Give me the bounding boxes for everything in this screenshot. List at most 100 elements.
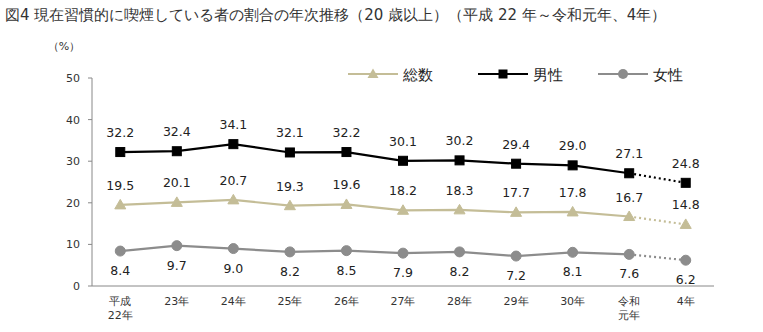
- data-label: 20.1: [163, 175, 191, 190]
- marker: [115, 246, 125, 256]
- line: [120, 200, 629, 217]
- y-tick: [88, 119, 92, 120]
- y-tick-label: 40: [66, 114, 80, 127]
- y-tick-label: 20: [66, 197, 80, 210]
- marker: [681, 255, 691, 265]
- marker: [454, 204, 465, 214]
- marker: [284, 200, 295, 210]
- marker: [172, 147, 181, 156]
- marker: [399, 156, 408, 165]
- x-tick-label-line: 27年: [391, 295, 416, 308]
- line-gap: [629, 173, 686, 183]
- marker: [567, 206, 578, 216]
- marker: [229, 140, 238, 149]
- data-label: 18.3: [446, 183, 474, 198]
- data-label: 8.4: [110, 263, 130, 278]
- marker: [341, 246, 351, 256]
- legend-item: 総数: [348, 66, 433, 84]
- y-axis-label: （%）: [48, 40, 80, 53]
- marker: [341, 199, 352, 209]
- y-tick: [88, 78, 92, 79]
- data-label: 32.2: [333, 125, 361, 140]
- data-label: 19.5: [106, 178, 134, 193]
- y-axis: [92, 78, 93, 286]
- legend-label: 総数: [402, 66, 433, 84]
- data-label: 32.2: [106, 125, 134, 140]
- legend-label: 男性: [533, 66, 563, 84]
- x-tick-label-line: 平成: [109, 295, 131, 308]
- marker: [171, 197, 182, 207]
- y-tick: [88, 161, 92, 162]
- line-gap: [629, 217, 686, 225]
- marker: [568, 247, 578, 257]
- legend-marker: [368, 69, 379, 79]
- marker: [116, 148, 125, 157]
- marker: [511, 207, 522, 217]
- data-label: 32.4: [163, 124, 191, 139]
- y-tick-label: 50: [66, 72, 80, 85]
- y-tick: [88, 244, 92, 245]
- marker: [511, 251, 521, 261]
- x-tick-label: 30年: [560, 295, 585, 308]
- data-label: 6.2: [676, 272, 696, 287]
- marker: [342, 148, 351, 157]
- y-tick: [88, 286, 92, 287]
- data-label: 30.1: [389, 134, 417, 149]
- data-label: 7.2: [506, 268, 526, 283]
- x-tick-label: 24年: [221, 295, 246, 308]
- x-tick-label-line: 22年: [108, 309, 133, 322]
- marker: [398, 248, 408, 258]
- x-tick-label-line: 23年: [164, 295, 189, 308]
- marker: [455, 247, 465, 257]
- marker: [455, 156, 464, 165]
- data-label: 32.1: [276, 125, 304, 140]
- data-label: 19.6: [333, 177, 361, 192]
- marker: [285, 247, 295, 257]
- marker: [228, 244, 238, 254]
- data-label: 8.1: [563, 264, 583, 279]
- y-tick-label: 0: [73, 280, 80, 293]
- marker: [228, 194, 239, 204]
- data-label: 8.5: [337, 263, 357, 278]
- x-tick-label: 25年: [277, 295, 302, 308]
- data-label: 7.6: [619, 266, 639, 281]
- data-label: 17.7: [502, 185, 530, 200]
- line: [120, 246, 629, 256]
- legend-item: 男性: [478, 66, 563, 84]
- x-tick-label: 28年: [447, 295, 472, 308]
- x-tick-label-line: 29年: [504, 295, 529, 308]
- x-tick-label: 27年: [391, 295, 416, 308]
- data-label: 8.2: [280, 264, 300, 279]
- marks: [115, 140, 691, 266]
- x-tick-label-line: 元年: [618, 309, 640, 322]
- data-label: 7.9: [393, 265, 413, 280]
- legend-marker: [499, 70, 508, 79]
- x-tick-label: 平成22年: [108, 295, 133, 322]
- x-tick-label: 26年: [334, 295, 359, 308]
- data-label: 18.2: [389, 183, 417, 198]
- data-label: 34.1: [219, 117, 247, 132]
- legend-label: 女性: [653, 66, 683, 84]
- title: 図4 現在習慣的に喫煙している者の割合の年次推移（20 歳以上）（平成 22 年…: [5, 6, 666, 24]
- data-label: 29.0: [559, 138, 587, 153]
- x-tick-label-line: 24年: [221, 295, 246, 308]
- marker: [680, 219, 691, 229]
- data-label: 20.7: [219, 173, 247, 188]
- data-label: 16.7: [615, 190, 643, 205]
- data-label: 19.3: [276, 179, 304, 194]
- marker: [512, 159, 521, 168]
- y-tick-label: 30: [66, 155, 80, 168]
- marker: [624, 249, 634, 259]
- data-label: 27.1: [615, 146, 643, 161]
- data-labels: 19.520.120.719.319.618.218.317.717.816.7…: [106, 117, 699, 287]
- marker: [625, 169, 634, 178]
- x-tick-label-line: 25年: [277, 295, 302, 308]
- x-tick-label: 4年: [677, 295, 695, 308]
- x-tick-label-line: 令和: [618, 295, 640, 308]
- x-tick-label-line: 26年: [334, 295, 359, 308]
- legend-item: 女性: [598, 66, 683, 84]
- data-label: 14.8: [672, 197, 700, 212]
- data-label: 9.7: [167, 258, 187, 273]
- marker: [172, 241, 182, 251]
- y-tick: [88, 202, 92, 203]
